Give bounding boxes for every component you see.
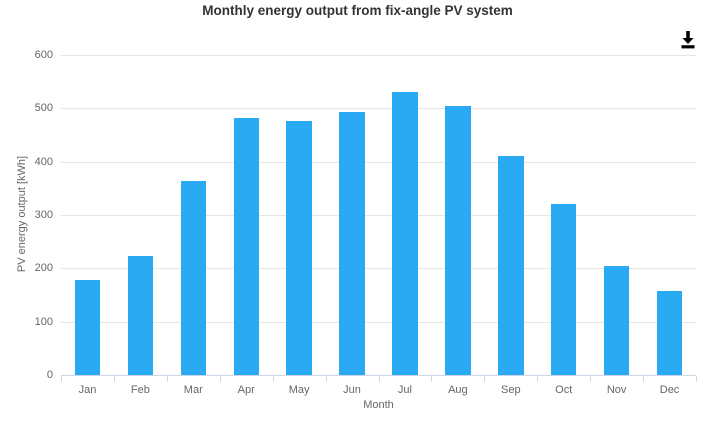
x-category-label: Dec	[659, 384, 680, 396]
y-tick-label: 300	[34, 209, 53, 221]
x-category-label: Nov	[606, 384, 627, 396]
x-category-label: Aug	[448, 384, 468, 396]
download-icon	[679, 29, 697, 49]
x-tick-mark	[61, 376, 62, 382]
plot-area	[61, 55, 696, 376]
x-category-label: Apr	[237, 384, 255, 396]
bar-slot	[590, 55, 643, 375]
bar-slot	[61, 55, 114, 375]
bar-slot	[484, 55, 537, 375]
x-category-label: Jul	[397, 384, 412, 396]
bar-nov[interactable]	[603, 266, 630, 375]
bar-jan[interactable]	[74, 280, 101, 375]
bars-row	[61, 55, 696, 375]
x-category-label: Jun	[343, 384, 361, 396]
bar-aug[interactable]	[445, 105, 471, 375]
gridline	[61, 55, 696, 56]
x-category-label: Jan	[78, 384, 97, 396]
y-tick-label: 0	[46, 369, 53, 381]
gridline	[61, 161, 696, 163]
gridline	[61, 268, 696, 270]
bar-slot	[220, 55, 273, 375]
x-tick-mark	[537, 376, 539, 382]
bar-dec[interactable]	[656, 290, 683, 375]
x-category-label: Mar	[183, 384, 203, 396]
x-tick-mark	[325, 376, 327, 382]
x-tick-mark	[431, 376, 433, 382]
x-tick-mark	[590, 376, 592, 382]
gridline	[61, 108, 696, 110]
y-tick-label: 500	[34, 102, 53, 115]
bar-slot	[167, 55, 220, 375]
bar-slot	[431, 55, 484, 375]
bar-slot	[643, 55, 696, 375]
y-tick-label: 600	[34, 49, 53, 61]
x-tick-mark	[166, 376, 168, 382]
x-category-label: Feb	[130, 384, 150, 396]
bar-slot	[114, 55, 167, 375]
x-tick-mark	[696, 376, 697, 382]
x-tick-mark	[378, 376, 380, 382]
bar-slot	[273, 55, 326, 375]
x-axis-title: Month	[363, 399, 394, 411]
x-tick-mark	[643, 376, 645, 382]
x-tick-mark	[113, 376, 115, 382]
gridline	[61, 321, 696, 323]
y-tick-label: 400	[34, 155, 53, 168]
bar-slot	[379, 55, 432, 375]
bar-feb[interactable]	[127, 255, 154, 375]
bar-sep[interactable]	[498, 156, 524, 375]
bar-slot	[326, 55, 379, 375]
x-category-label: May	[288, 384, 310, 396]
bar-jul[interactable]	[392, 92, 418, 375]
bar-jun[interactable]	[339, 111, 365, 375]
bar-may[interactable]	[286, 120, 312, 375]
x-category-label: Oct	[555, 384, 573, 396]
y-tick-label: 200	[34, 262, 53, 275]
x-category-label: Sep	[500, 384, 521, 396]
bar-apr[interactable]	[233, 118, 259, 375]
bar-slot	[537, 55, 590, 375]
bar-mar[interactable]	[180, 180, 206, 375]
bar-oct[interactable]	[551, 203, 577, 375]
x-tick-mark	[219, 376, 221, 382]
x-tick-mark	[484, 376, 486, 382]
x-tick-mark	[272, 376, 274, 382]
chart-title: Monthly energy output from fix-angle PV …	[202, 3, 513, 18]
y-tick-label: 100	[34, 315, 53, 328]
download-button[interactable]	[675, 26, 701, 52]
gridline	[61, 215, 696, 216]
